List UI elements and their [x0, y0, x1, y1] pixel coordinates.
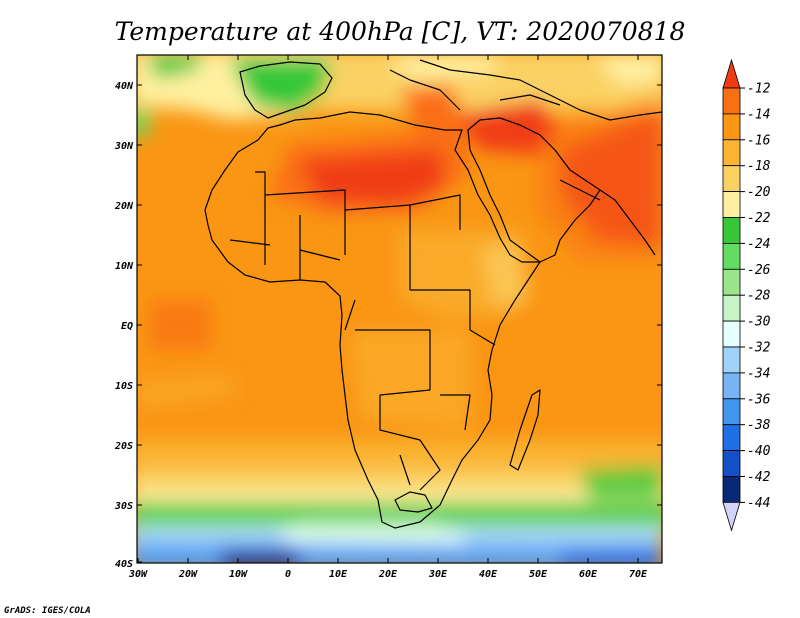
colorbar-swatch: [722, 372, 741, 400]
colorbar-label: -42: [747, 470, 771, 485]
colorbar-swatch: [722, 320, 741, 348]
latitude-labels: 40N 30N 20N 10N EQ 10S 20S 30S 40S: [114, 81, 134, 570]
colorbar-label: -12: [747, 82, 771, 97]
colorbar-label: -30: [747, 315, 771, 330]
colorbar-label: -22: [747, 211, 771, 226]
colorbar-swatch: [722, 191, 741, 218]
colorbar-swatch: [722, 268, 741, 296]
lon-label: 20W: [178, 569, 198, 580]
colorbar-label: -36: [747, 392, 771, 407]
lat-label: 30S: [114, 501, 133, 512]
colorbar-label: -40: [747, 444, 771, 459]
colorbar-swatch: [722, 242, 741, 270]
colorbar-swatch: [722, 165, 741, 192]
lat-label: EQ: [121, 321, 133, 332]
lat-label: 20N: [114, 201, 134, 212]
colorbar-swatch: [722, 294, 741, 322]
colorbar-label: -38: [747, 418, 771, 433]
lat-label: 40N: [115, 81, 134, 92]
colorbar-swatch: [722, 139, 741, 167]
colorbar-label: -32: [747, 341, 771, 356]
lon-label: 20E: [378, 569, 398, 580]
colorbar-swatch: [722, 346, 741, 374]
credit-label: GrADS: IGES/COLA: [4, 606, 91, 616]
colorbar-swatch: [722, 476, 741, 503]
colorbar-swatch: [722, 217, 741, 244]
colorbar-swatch: [722, 398, 741, 426]
lon-label: 40E: [479, 569, 498, 580]
colorbar-label: -34: [747, 366, 770, 381]
colorbar-label: -44: [747, 496, 770, 511]
colorbar-swatch: [722, 87, 741, 115]
lat-label: 20S: [114, 441, 133, 452]
lat-label: 10N: [115, 261, 134, 272]
colorbar-bottom-arrow: [722, 501, 741, 532]
colorbar-label: -16: [747, 133, 771, 148]
colorbar-label: -20: [747, 185, 771, 200]
longitude-labels: 30W 20W 10W 0 10E 20E 30E 40E 50E 60E 70…: [128, 569, 648, 580]
colorbar-label: -28: [747, 289, 771, 304]
lon-label: 0: [285, 569, 291, 580]
temperature-field: [137, 55, 662, 563]
lon-label: 10E: [329, 569, 348, 580]
lat-label: 30N: [114, 141, 134, 152]
lon-label: 60E: [579, 569, 598, 580]
lon-label: 30E: [428, 569, 448, 580]
map-title: Temperature at 400hPa [C], VT: 202007081…: [115, 17, 686, 46]
colorbar-label: -26: [747, 263, 771, 278]
plot-frame: [136, 54, 663, 564]
lon-label: 30W: [128, 569, 148, 580]
lat-label: 40S: [115, 559, 133, 570]
axis-ticks: [137, 55, 662, 563]
lat-label: 10S: [115, 381, 133, 392]
colorbar-label: -24: [747, 237, 770, 252]
colorbar-top-arrow: [722, 58, 741, 89]
colorbar-swatch: [722, 113, 741, 141]
coastlines: [204, 59, 662, 529]
lon-label: 50E: [529, 569, 548, 580]
colorbar-label: -18: [747, 159, 771, 174]
colorbar: -12 -14 -16 -18 -20 -22 -24 -26 -28 -30 -32 -34 -36 -…: [722, 58, 771, 532]
lon-label: 10W: [229, 569, 248, 580]
colorbar-swatch: [722, 450, 741, 477]
colorbar-swatch: [722, 424, 741, 452]
colorbar-label: -14: [747, 107, 770, 122]
lon-label: 70E: [629, 569, 648, 580]
